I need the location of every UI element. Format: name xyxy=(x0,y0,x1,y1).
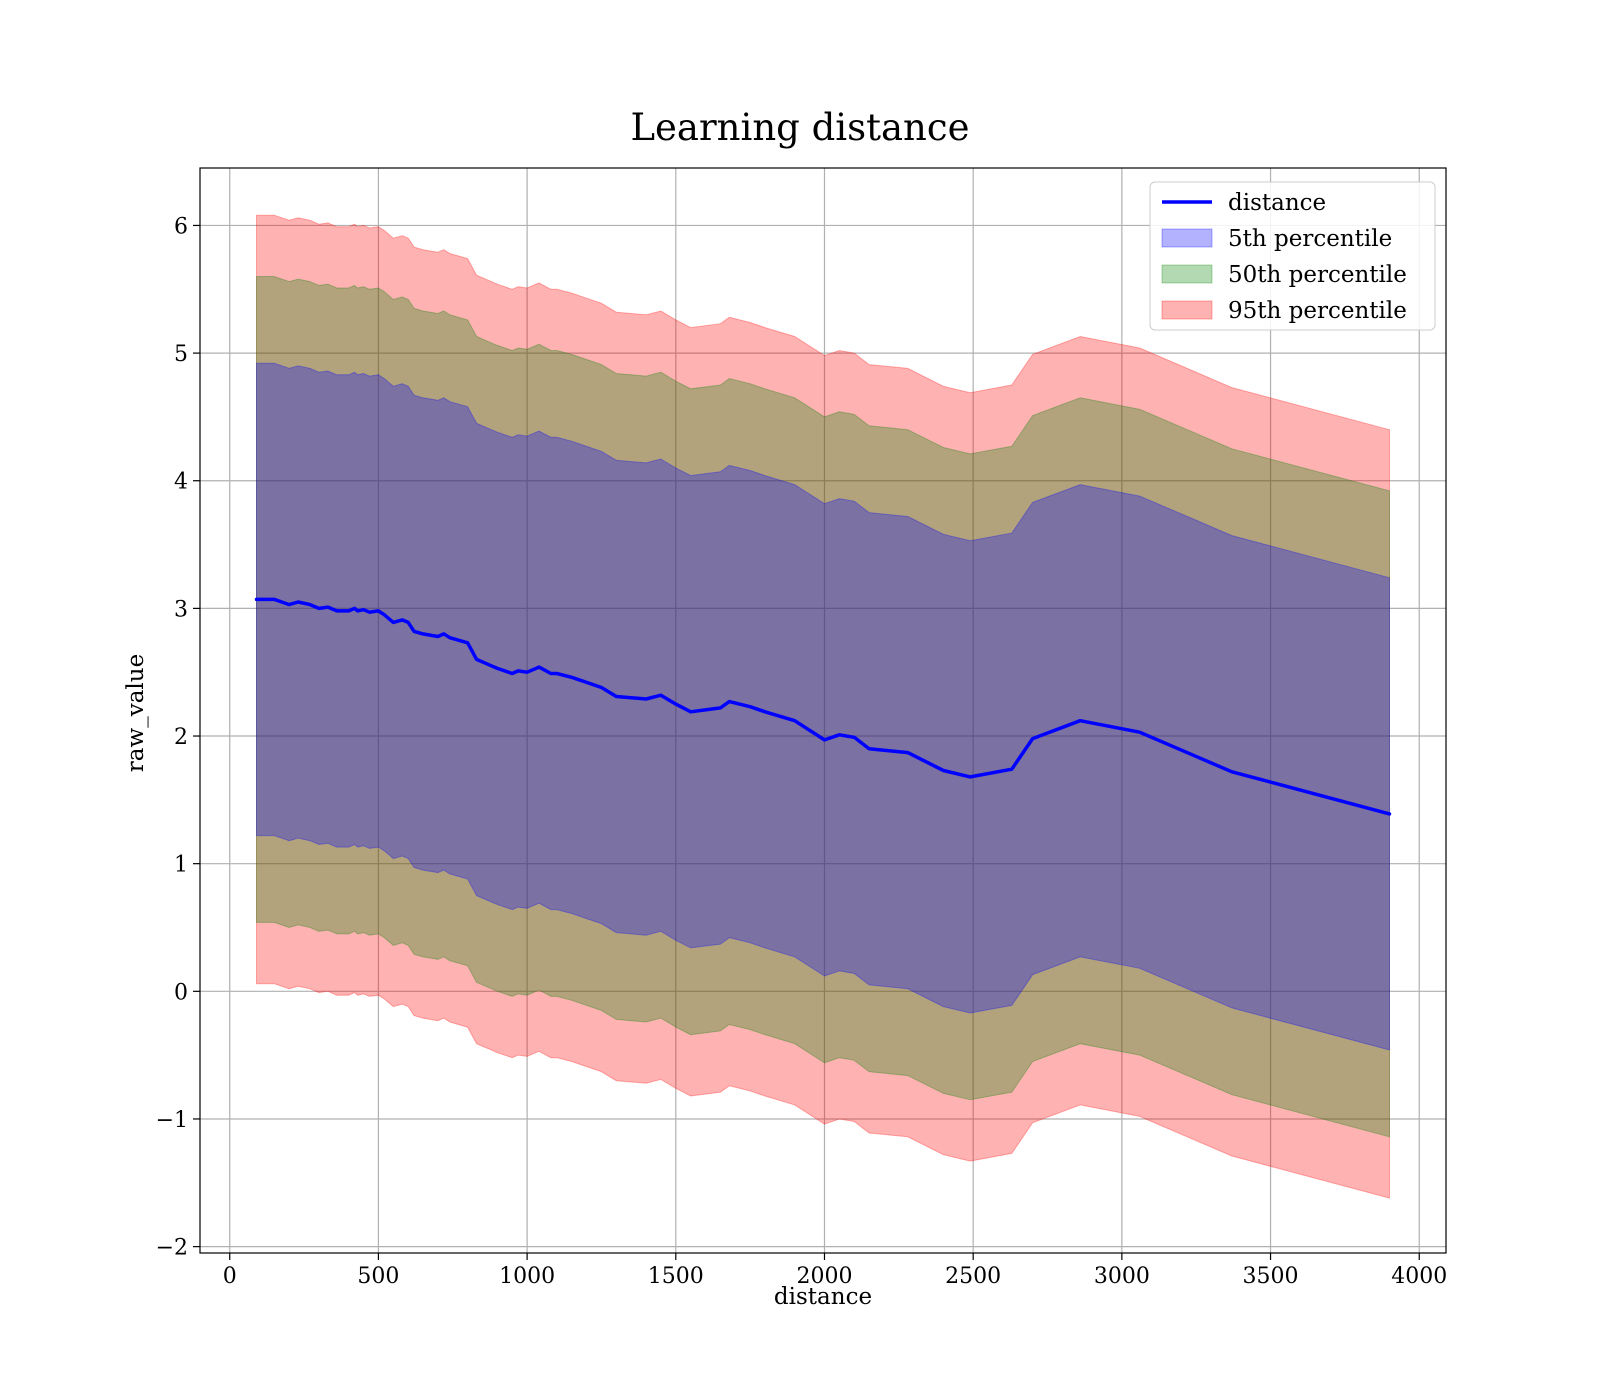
band-5th-percentile xyxy=(256,362,1390,1051)
y-tick-label: 0 xyxy=(174,980,188,1005)
y-tick-label: 2 xyxy=(174,725,188,750)
distance-line xyxy=(254,597,1392,816)
x-tick-label: 2000 xyxy=(796,1264,852,1289)
x-tick-label: 1000 xyxy=(499,1264,555,1289)
legend-box xyxy=(1149,181,1436,331)
legend-swatch-5th-percentile xyxy=(1161,228,1213,248)
x-tick-label: 3000 xyxy=(1094,1264,1150,1289)
y-tick-label: 5 xyxy=(174,342,188,367)
y-tick-label: 1 xyxy=(174,853,188,878)
y-tick-label: 6 xyxy=(174,214,188,239)
band-95th-percentile xyxy=(256,214,1390,1199)
y-tick-label: 3 xyxy=(174,597,188,622)
x-tick-label: 2500 xyxy=(945,1264,1001,1289)
chart-title: Learning distance xyxy=(630,106,969,149)
y-tick-label: 4 xyxy=(174,470,188,495)
plot-frame xyxy=(199,167,1447,1254)
x-tick-label: 1500 xyxy=(648,1264,704,1289)
legend-label: distance xyxy=(1228,190,1326,216)
legend-label: 50th percentile xyxy=(1228,262,1407,288)
x-tick-label: 3500 xyxy=(1243,1264,1299,1289)
legend-swatch-95th-percentile xyxy=(1161,300,1213,320)
legend-swatch-50th-percentile xyxy=(1161,264,1213,284)
band-50th-percentile xyxy=(256,276,1390,1138)
series-lines xyxy=(254,597,1392,816)
y-tick-label: −2 xyxy=(156,1236,188,1261)
percentile-bands xyxy=(256,214,1390,1199)
x-axis-label: distance xyxy=(774,1284,872,1310)
legend-label: 95th percentile xyxy=(1228,298,1407,324)
y-tick-label: −1 xyxy=(156,1108,188,1133)
axis-ticks: 0 500 1000 1500 2000 2500 3000 3500 4000 −2 −1 0 1 2 3… xyxy=(156,214,1448,1289)
y-axis-label: raw_value xyxy=(123,654,149,772)
x-tick-label: 4000 xyxy=(1391,1264,1447,1289)
x-tick-label: 500 xyxy=(357,1264,399,1289)
legend-label: 5th percentile xyxy=(1228,226,1392,252)
x-tick-label: 0 xyxy=(223,1264,237,1289)
grid-lines xyxy=(200,168,1446,1253)
legend: distance 5th percentile 50th percentile 95t… xyxy=(1149,181,1436,331)
